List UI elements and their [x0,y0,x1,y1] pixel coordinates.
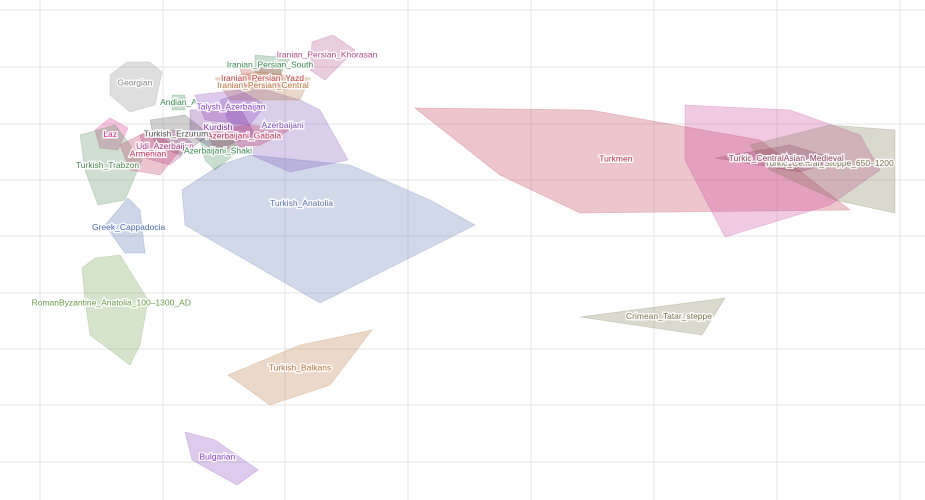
hull [579,297,726,336]
hull-label: Armenian [130,148,167,158]
hull [214,71,311,101]
hull-label: Turkish_Anatolia [270,198,333,208]
hull [749,124,896,214]
hull-label: Talysh_Azerbaijan [197,101,266,111]
hull [94,117,129,151]
hull [109,61,163,113]
hull [79,124,143,206]
hull-label: Bulgarian [199,452,235,462]
hull-label: Georgian [117,78,152,88]
hull-label: Turkish_Balkans [269,362,332,372]
hull-label: Turkish_Trabzon [76,160,139,170]
hull-label: Turkic_CentralAsian_Medieval [729,153,844,163]
hull [184,431,259,486]
hull-label: Turkmen [599,154,632,164]
hull [413,107,852,214]
hull [149,114,211,156]
hull-label: Kurdish [204,122,233,132]
hull [204,124,292,151]
hull [219,87,349,173]
hull-label: Iranian_Persian_South [227,59,314,69]
hull-label: Udi_Azerbaijan [136,141,194,151]
hull-label: Greek_Cappadocia [92,222,166,232]
hull-label: Iranian_Persian_Central [217,80,309,90]
hull [104,197,146,254]
hull-label: Iranian_Persian_Yazd [221,73,304,83]
hull [199,134,241,171]
hull-label: Uzbek [767,155,792,165]
hull-label: RomanByzantine_Anatolia_100–1300_AD [32,298,191,308]
hull [181,154,476,304]
hull [139,129,196,166]
hull-label: Azerbaijani [262,120,304,130]
hull-label: Iranian_Persian_Khorasan [277,50,378,60]
hull-label: Laz [103,129,117,139]
hull-label: Crimean_Tatar_steppe [626,311,712,321]
hull [714,144,842,173]
hull [194,89,266,126]
hull [171,94,186,111]
hull [254,54,291,76]
hull [309,34,356,81]
hull [81,254,149,366]
hull [227,329,373,406]
hull-label: Turkic_Central_Steppe_650–1200 [765,158,894,168]
hull [119,129,181,176]
hull-label: Azerbaijani_Shaki [184,145,252,155]
hull [189,107,256,151]
hull-label: Azerbaijani_Gabala [207,130,281,140]
hull-label: Andian_A [160,97,197,107]
hull [239,67,286,91]
hull-label: Turkish_Erzurum [144,128,208,138]
hull [684,104,881,238]
